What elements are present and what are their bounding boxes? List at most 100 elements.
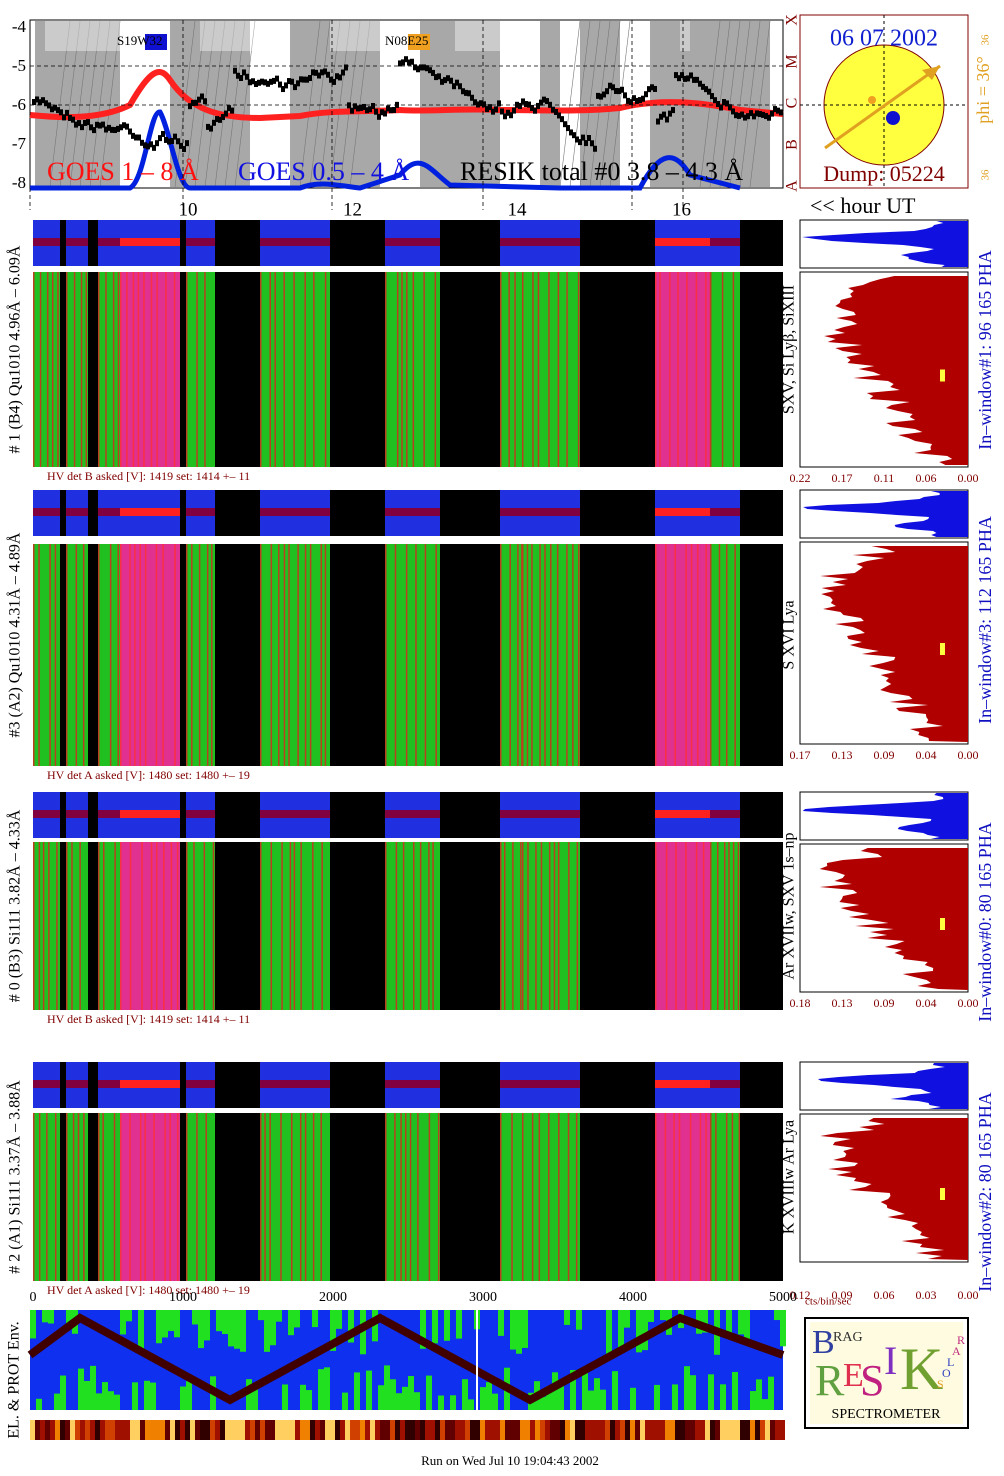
strip-cell <box>420 1420 425 1440</box>
hist-marker <box>940 918 945 930</box>
env-green <box>702 1310 708 1333</box>
strip-cell <box>90 1420 95 1440</box>
resik-point <box>638 97 642 104</box>
spectrogram-line <box>394 1113 396 1281</box>
spectrogram-line <box>690 544 693 766</box>
resik-point <box>47 102 51 109</box>
spectrogram <box>385 1113 440 1281</box>
env-green <box>450 1395 456 1410</box>
hist-tick-label: 0.09 <box>832 1288 853 1302</box>
spectrogram-line <box>550 544 552 766</box>
resik-point <box>287 78 291 85</box>
spectrogram-line <box>521 544 523 766</box>
spectrogram-line <box>66 544 68 766</box>
phi: phi = 36° <box>973 56 993 123</box>
hist <box>820 546 968 742</box>
spectrogram-line <box>412 272 415 467</box>
spectrogram-line <box>664 1113 667 1281</box>
spectrogram-line <box>79 842 81 1010</box>
env-green <box>588 1390 594 1410</box>
resik-point <box>74 121 78 128</box>
spectrogram-line <box>566 544 568 766</box>
spectrogram-line <box>511 1113 513 1281</box>
strip-cell <box>545 1420 550 1440</box>
strip-cell <box>250 1420 255 1440</box>
hatch <box>234 20 256 188</box>
strip-cell <box>405 1420 410 1440</box>
strip-cell <box>150 1420 155 1440</box>
hist-unit: cts/bin/sec <box>805 1296 852 1308</box>
resik-point <box>734 112 738 119</box>
hatch <box>204 20 226 188</box>
resik-point <box>173 133 177 140</box>
env-green <box>36 1398 42 1410</box>
spectrogram-line <box>710 1113 712 1281</box>
resik-point <box>242 69 246 76</box>
hatch <box>99 20 121 188</box>
env-green <box>372 1310 378 1342</box>
env-green <box>246 1379 252 1410</box>
shade <box>420 21 500 187</box>
strip-cell <box>430 1420 435 1440</box>
resik-point <box>665 116 669 123</box>
resik-point <box>422 64 426 71</box>
spectrogram <box>620 842 655 1010</box>
resik-point <box>590 140 594 147</box>
spectrogram-line <box>270 544 273 766</box>
sun-axis <box>824 64 941 150</box>
pha-band <box>500 238 522 246</box>
strip-cell <box>740 1420 745 1440</box>
pha-band <box>66 810 88 818</box>
resik-point <box>506 109 510 116</box>
env-green <box>768 1376 774 1410</box>
resik-point <box>437 73 441 80</box>
resik-point <box>80 124 84 131</box>
spectrogram-line <box>527 842 529 1010</box>
pha-band <box>186 508 215 516</box>
env-green <box>564 1310 570 1325</box>
resik-point <box>761 111 765 118</box>
resik-point <box>644 91 648 98</box>
spectrogram-line <box>710 272 712 467</box>
strip-cell <box>520 1420 525 1440</box>
env-green <box>252 1383 258 1410</box>
env-green <box>66 1310 72 1328</box>
spectrogram-line <box>428 1113 431 1281</box>
spectrogram-line <box>731 1113 734 1281</box>
spectrogram-line <box>269 272 271 467</box>
resik-point <box>500 108 504 115</box>
spectrogram-line <box>432 842 434 1010</box>
env-label: EL. & PROT Env. <box>6 1321 23 1438</box>
env-green <box>516 1310 522 1354</box>
resik-point <box>101 121 105 128</box>
spectrogram-line <box>120 272 122 467</box>
strip-cell <box>55 1420 60 1440</box>
hatch <box>214 20 236 188</box>
resik-point <box>569 129 573 136</box>
resik-point <box>533 107 537 114</box>
resik-point <box>71 116 75 123</box>
spectrogram-line <box>728 842 730 1010</box>
strip-cell <box>385 1420 390 1440</box>
spectrogram-line <box>120 1113 122 1281</box>
spectrogram <box>120 272 180 467</box>
env-green <box>60 1375 66 1410</box>
pha-band <box>385 238 440 246</box>
spectrogram <box>120 544 180 766</box>
spectrogram-line <box>260 842 262 1010</box>
strip-cell <box>170 1420 175 1440</box>
resik-point <box>521 98 525 105</box>
resik-point <box>392 106 396 113</box>
resik-point <box>620 86 624 93</box>
spectrogram-line <box>290 1113 293 1281</box>
spectrogram-line <box>42 842 45 1010</box>
env-tick-label: 4000 <box>619 1290 647 1305</box>
spectrogram <box>60 544 66 766</box>
env-green <box>360 1310 366 1355</box>
spectrogram-line <box>113 1113 116 1281</box>
env-green <box>594 1378 600 1410</box>
spectrogram-line <box>394 544 397 766</box>
spectrogram-line <box>655 842 657 1010</box>
spectrogram-line <box>174 544 176 766</box>
y-tick-label: -8 <box>12 173 26 192</box>
